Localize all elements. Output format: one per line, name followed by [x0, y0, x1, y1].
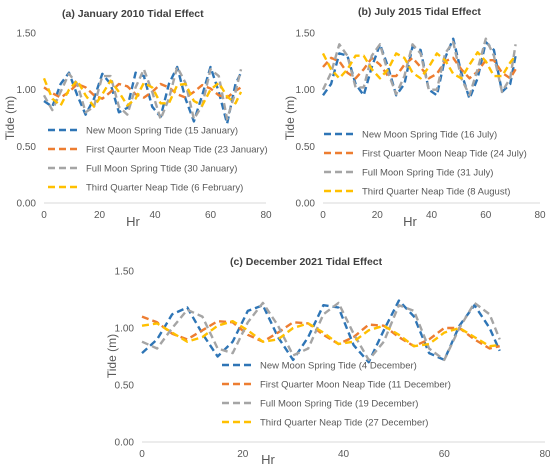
- x-tick-label: 60: [480, 210, 492, 221]
- chart-title: (a) January 2010 Tidal Effect: [62, 8, 204, 20]
- chart-panel-b: (b) July 2015 Tidal Effect 0.00 0.50 1.00 1.…: [283, 6, 546, 229]
- x-tick-label: 20: [372, 210, 384, 221]
- x-tick-label: 80: [539, 449, 550, 460]
- series-line-1: [43, 65, 243, 125]
- chart-panel-c: (c) December 2021 Tidal Effect 0.00 0.50 1.…: [105, 256, 550, 467]
- x-tick-label: 0: [320, 210, 326, 221]
- series-line-1: [322, 37, 517, 100]
- y-tick-label: 0.50: [296, 142, 316, 153]
- series-line-3: [141, 301, 501, 362]
- y-tick-label: 1.50: [17, 29, 37, 40]
- series-line-2: [322, 56, 517, 80]
- x-axis-title: Hr: [261, 452, 275, 467]
- series-line-3: [321, 37, 517, 97]
- series-line-3: [42, 65, 243, 121]
- y-tick-label: 0.50: [17, 142, 37, 153]
- chart-panel-a: (a) January 2010 Tidal Effect 0.00 0.50 1.0…: [3, 8, 272, 229]
- x-tick-label: 80: [534, 210, 546, 221]
- x-tick-label: 60: [439, 449, 451, 460]
- x-axis-title: Hr: [403, 214, 417, 229]
- legend-entry-label: New Moon Spring Tide (16 July): [362, 130, 497, 141]
- x-tick-label: 20: [94, 210, 106, 221]
- y-tick-label: 1.50: [115, 267, 135, 278]
- series-line-4: [321, 51, 517, 80]
- legend-entry-label: New Moon Spring Tide (15 January): [86, 126, 238, 137]
- y-tick-label: 1.50: [296, 29, 316, 40]
- y-axis-title: Tide (m): [3, 96, 17, 140]
- legend-entry-label: New Moon Spring Tide (4 December): [260, 361, 417, 372]
- x-tick-label: 40: [338, 449, 350, 460]
- legend-entry-label: Third Quarter Neap Tide (8 August): [362, 187, 510, 198]
- x-tick-label: 40: [426, 210, 438, 221]
- x-tick-label: 80: [260, 210, 272, 221]
- x-tick-label: 60: [205, 210, 217, 221]
- x-axis-title: Hr: [126, 214, 140, 229]
- legend-entry-label: Full Moon Spring Tide (31 July): [362, 168, 493, 179]
- x-tick-label: 40: [149, 210, 161, 221]
- legend: New Moon Spring Tide (4 December) First Q…: [222, 361, 451, 429]
- legend-entry-label: First Quarter Moon Neap Tide (24 July): [362, 149, 527, 160]
- y-tick-label: 0.00: [115, 438, 135, 449]
- x-tick-label: 20: [237, 449, 249, 460]
- series-line-4: [141, 320, 500, 348]
- chart-title: (b) July 2015 Tidal Effect: [358, 6, 481, 18]
- chart-title: (c) December 2021 Tidal Effect: [230, 256, 383, 268]
- legend-entry-label: Third Quarter Neap Tide (27 December): [260, 418, 428, 429]
- y-axis-title: Tide (m): [283, 96, 297, 140]
- legend-entry-label: Third Quarter Neap Tide (6 February): [86, 183, 243, 194]
- y-tick-label: 1.00: [17, 85, 37, 96]
- y-tick-label: 0.00: [17, 199, 37, 210]
- legend: New Moon Spring Tide (16 July) First Quar…: [324, 130, 527, 198]
- x-tick-label: 0: [41, 210, 47, 221]
- y-tick-label: 1.00: [296, 85, 316, 96]
- series-line-1: [141, 299, 501, 364]
- legend-entry-label: Full Moon Spring Ttide (30 January): [86, 164, 237, 175]
- y-tick-label: 0.00: [296, 199, 316, 210]
- x-tick-label: 0: [139, 449, 145, 460]
- y-tick-label: 0.50: [115, 381, 135, 392]
- legend-entry-label: Full Moon Spring Tide (19 December): [260, 399, 418, 410]
- y-axis-title: Tide (m): [105, 334, 119, 378]
- legend: New Moon Spring Tide (15 January) First Q…: [48, 126, 268, 194]
- series-line-2: [141, 315, 500, 350]
- series-line-2: [43, 82, 242, 100]
- legend-entry-label: First Qaurter Moon Neap Tide (23 January…: [86, 145, 268, 156]
- y-tick-label: 1.00: [115, 324, 135, 335]
- legend-entry-label: First Quarter Moon Neap Tide (11 Decembe…: [260, 380, 451, 391]
